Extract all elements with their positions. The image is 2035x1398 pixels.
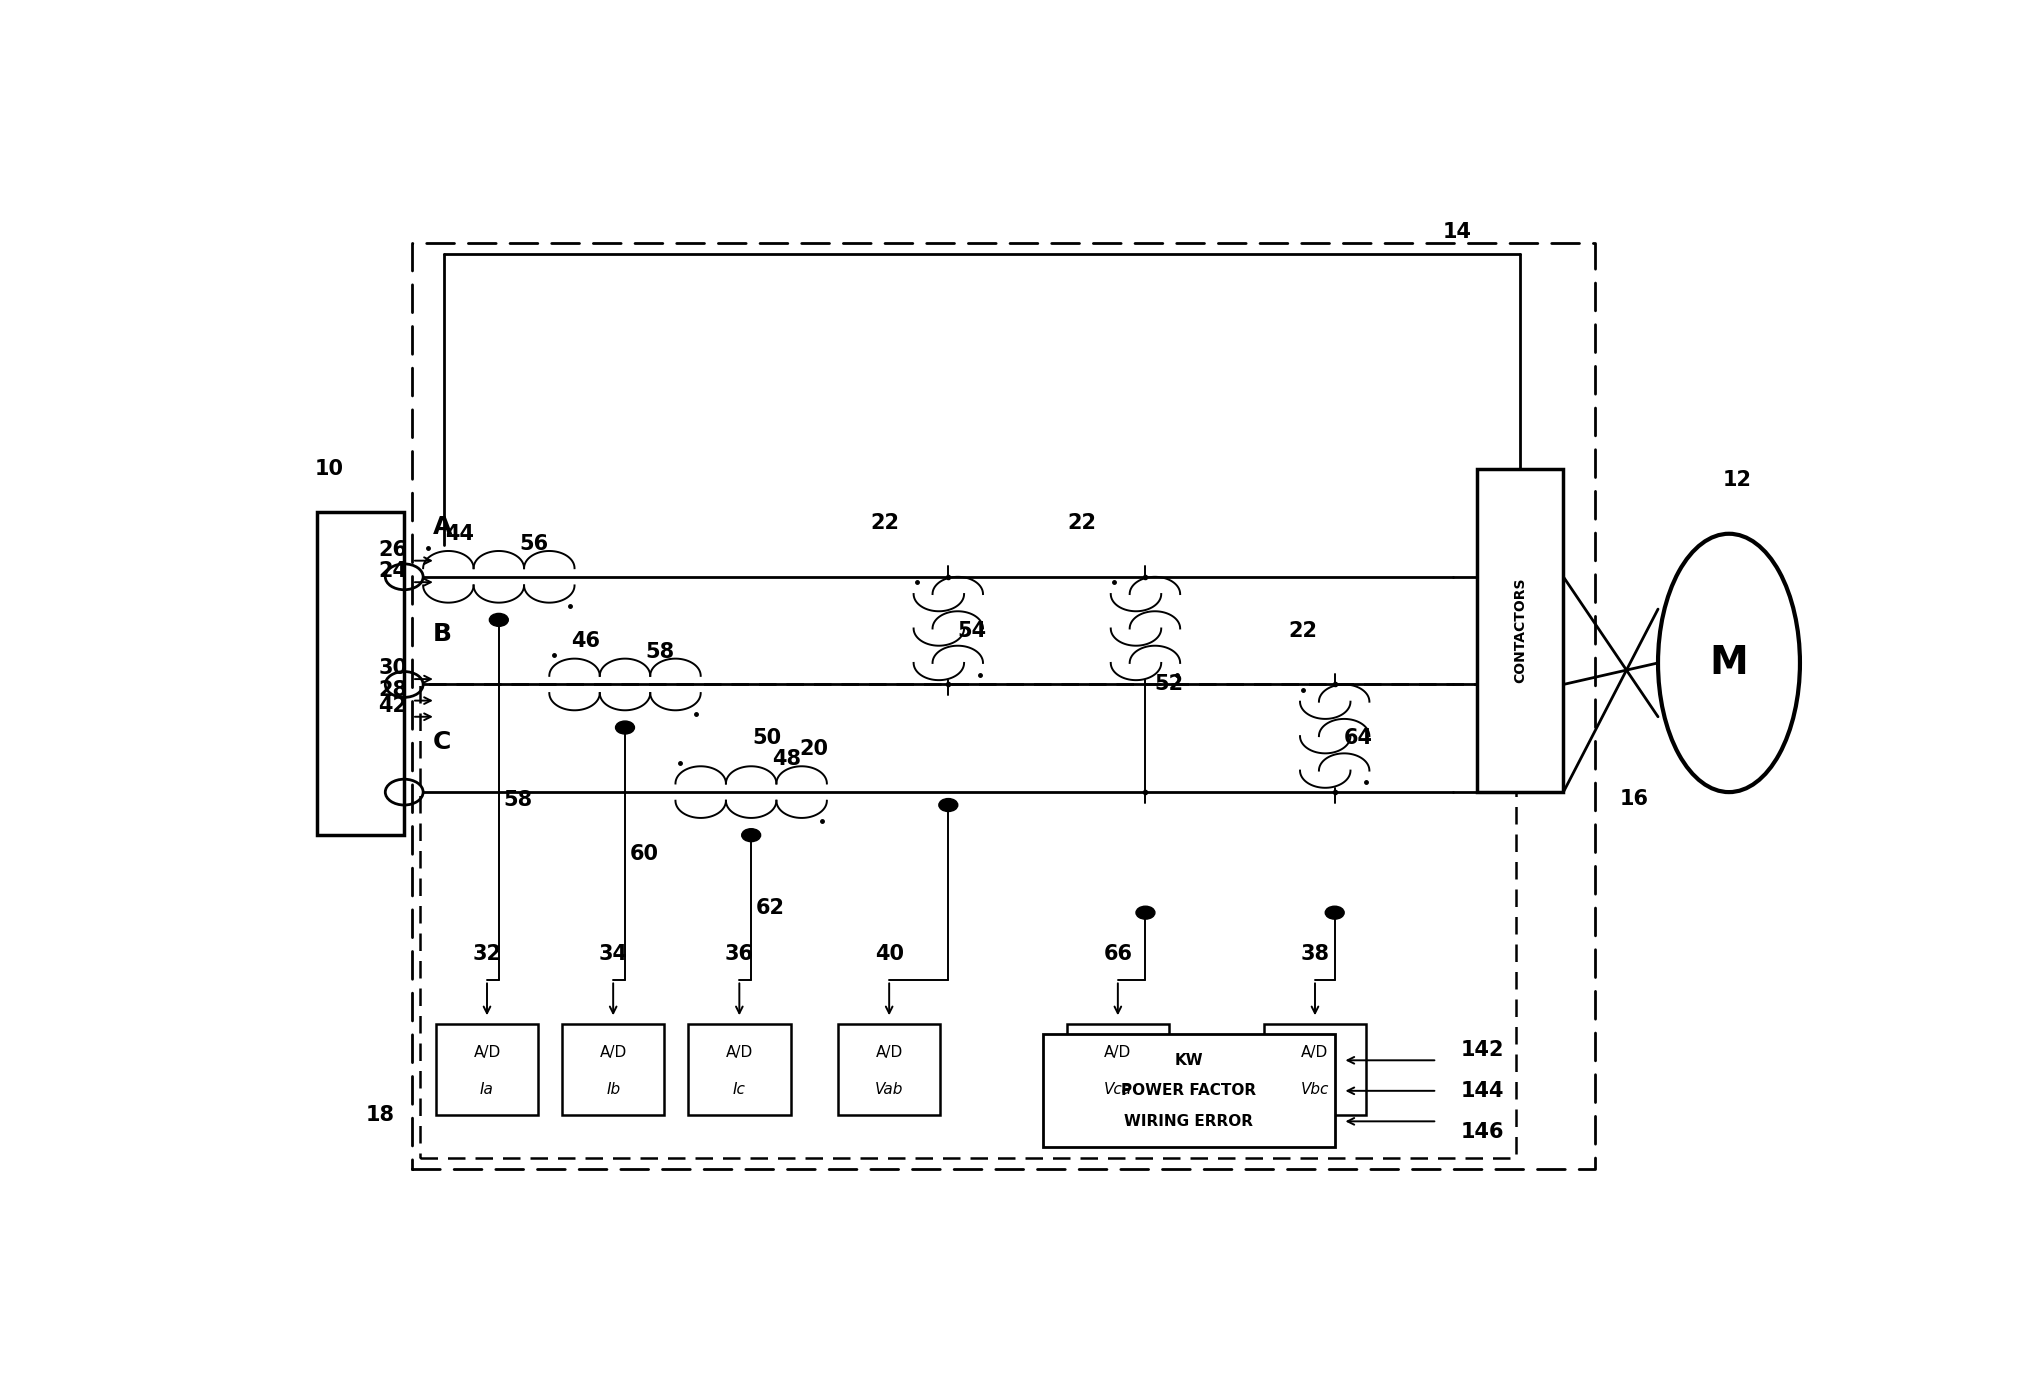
Circle shape [938, 798, 958, 811]
Text: 24: 24 [379, 562, 407, 582]
Text: 22: 22 [871, 513, 899, 533]
Circle shape [741, 829, 761, 842]
Text: 62: 62 [755, 898, 786, 918]
Text: Ic: Ic [733, 1082, 745, 1097]
Text: 36: 36 [724, 944, 753, 963]
Text: A: A [433, 514, 452, 538]
Text: A/D: A/D [726, 1046, 753, 1060]
Text: 28: 28 [379, 679, 407, 700]
Text: 38: 38 [1300, 944, 1329, 963]
Text: 146: 146 [1461, 1123, 1504, 1142]
Text: 14: 14 [1443, 222, 1471, 242]
Text: 22: 22 [1068, 513, 1097, 533]
Text: 58: 58 [645, 642, 676, 661]
Text: B: B [433, 622, 452, 646]
Bar [838, 1023, 940, 1116]
Text: 60: 60 [629, 844, 659, 864]
Text: Vbc: Vbc [1300, 1082, 1329, 1097]
Circle shape [615, 721, 635, 734]
Text: 58: 58 [503, 790, 533, 811]
Text: 44: 44 [446, 524, 474, 544]
Text: 64: 64 [1343, 728, 1374, 748]
Bar [1066, 1023, 1170, 1116]
Text: 56: 56 [519, 534, 549, 554]
Text: A/D: A/D [474, 1046, 501, 1060]
Ellipse shape [1659, 534, 1801, 793]
Text: 40: 40 [875, 944, 904, 963]
Text: Ia: Ia [480, 1082, 495, 1097]
Text: KW: KW [1174, 1053, 1203, 1068]
Bar [562, 1023, 665, 1116]
Text: A/D: A/D [1105, 1046, 1131, 1060]
Text: Vab: Vab [875, 1082, 904, 1097]
Text: Vca: Vca [1103, 1082, 1131, 1097]
Bar [688, 1023, 792, 1116]
Text: 18: 18 [366, 1104, 395, 1125]
Text: 144: 144 [1461, 1081, 1504, 1100]
Text: 26: 26 [379, 540, 407, 561]
Text: 46: 46 [572, 632, 600, 651]
Text: 16: 16 [1620, 788, 1648, 808]
Text: 52: 52 [1154, 674, 1184, 695]
Bar [1264, 1023, 1365, 1116]
Text: A/D: A/D [875, 1046, 904, 1060]
Text: M: M [1709, 644, 1748, 682]
Bar [1044, 1035, 1335, 1148]
Text: 32: 32 [472, 944, 501, 963]
Circle shape [1136, 906, 1156, 918]
Text: 50: 50 [753, 728, 781, 748]
Text: A/D: A/D [1300, 1046, 1329, 1060]
Text: 142: 142 [1461, 1040, 1504, 1060]
Text: C: C [433, 730, 452, 754]
Text: 10: 10 [315, 459, 344, 480]
Text: POWER FACTOR: POWER FACTOR [1121, 1083, 1256, 1099]
Text: 66: 66 [1103, 944, 1131, 963]
Text: 42: 42 [379, 696, 407, 716]
Text: 20: 20 [800, 740, 828, 759]
Text: 48: 48 [771, 749, 800, 769]
Text: 34: 34 [598, 944, 627, 963]
Text: A/D: A/D [600, 1046, 627, 1060]
Circle shape [488, 614, 509, 626]
Text: WIRING ERROR: WIRING ERROR [1123, 1114, 1254, 1128]
Circle shape [1325, 906, 1345, 918]
Text: 30: 30 [379, 658, 407, 678]
Text: 54: 54 [956, 621, 987, 640]
Bar [317, 512, 405, 835]
Bar [1477, 470, 1563, 793]
Text: 12: 12 [1722, 470, 1752, 489]
Text: Ib: Ib [606, 1082, 621, 1097]
Bar [435, 1023, 539, 1116]
Text: 22: 22 [1288, 621, 1319, 640]
Text: CONTACTORS: CONTACTORS [1512, 577, 1526, 684]
